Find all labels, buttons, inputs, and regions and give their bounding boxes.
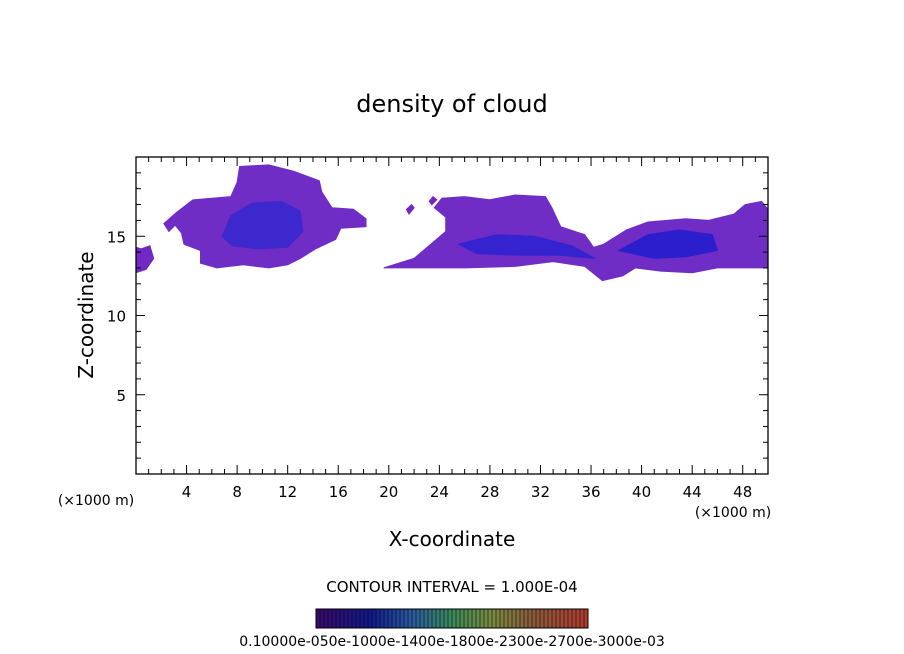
y-tick-label: 15 xyxy=(107,228,126,246)
cloud-region-right-core-b xyxy=(617,229,719,259)
x-tick-label: 32 xyxy=(531,483,550,501)
x-axis-label: X-coordinate xyxy=(389,527,516,551)
x-unit-left: (×1000 m) xyxy=(58,493,134,509)
y-tick-label: 10 xyxy=(107,308,126,326)
x-unit-right: (×1000 m) xyxy=(695,505,771,521)
cloud-region-blob-a xyxy=(405,203,415,216)
x-tick-label: 8 xyxy=(232,483,242,501)
cloud-region-right-cloud xyxy=(383,194,769,282)
y-tick-label: 5 xyxy=(116,387,126,405)
cloud-region-right-core-a xyxy=(456,234,596,259)
y-axis-ticks: 5 10 15 xyxy=(107,172,768,459)
x-tick-label: 4 xyxy=(182,483,192,501)
cloud-regions xyxy=(135,164,769,282)
x-tick-label: 20 xyxy=(379,483,398,501)
y-axis-label: Z-coordinate xyxy=(74,251,98,378)
x-tick-label: 24 xyxy=(430,483,449,501)
colorbar-frame xyxy=(315,608,589,629)
x-tick-label: 36 xyxy=(581,483,600,501)
x-tick-label: 16 xyxy=(329,483,348,501)
contour-interval-text: CONTOUR INTERVAL = 1.000E-04 xyxy=(326,578,577,596)
x-tick-label: 28 xyxy=(480,483,499,501)
x-tick-label: 48 xyxy=(733,483,752,501)
chart-title: density of cloud xyxy=(356,90,547,118)
cloud-region-blob-b xyxy=(428,195,438,206)
cloud-region-left-edge xyxy=(135,245,155,274)
colorbar-stripes xyxy=(319,609,585,628)
x-tick-label: 12 xyxy=(278,483,297,501)
colorbar-labels: 0.10000e-050e-1000e-1400e-1800e-2300e-27… xyxy=(239,634,665,650)
cloud-region-left-core xyxy=(221,200,304,250)
x-tick-label: 40 xyxy=(632,483,651,501)
x-axis-ticks: 4 8 12 16 20 24 28 32 36 40 44 48 xyxy=(148,157,756,501)
x-tick-label: 44 xyxy=(683,483,702,501)
